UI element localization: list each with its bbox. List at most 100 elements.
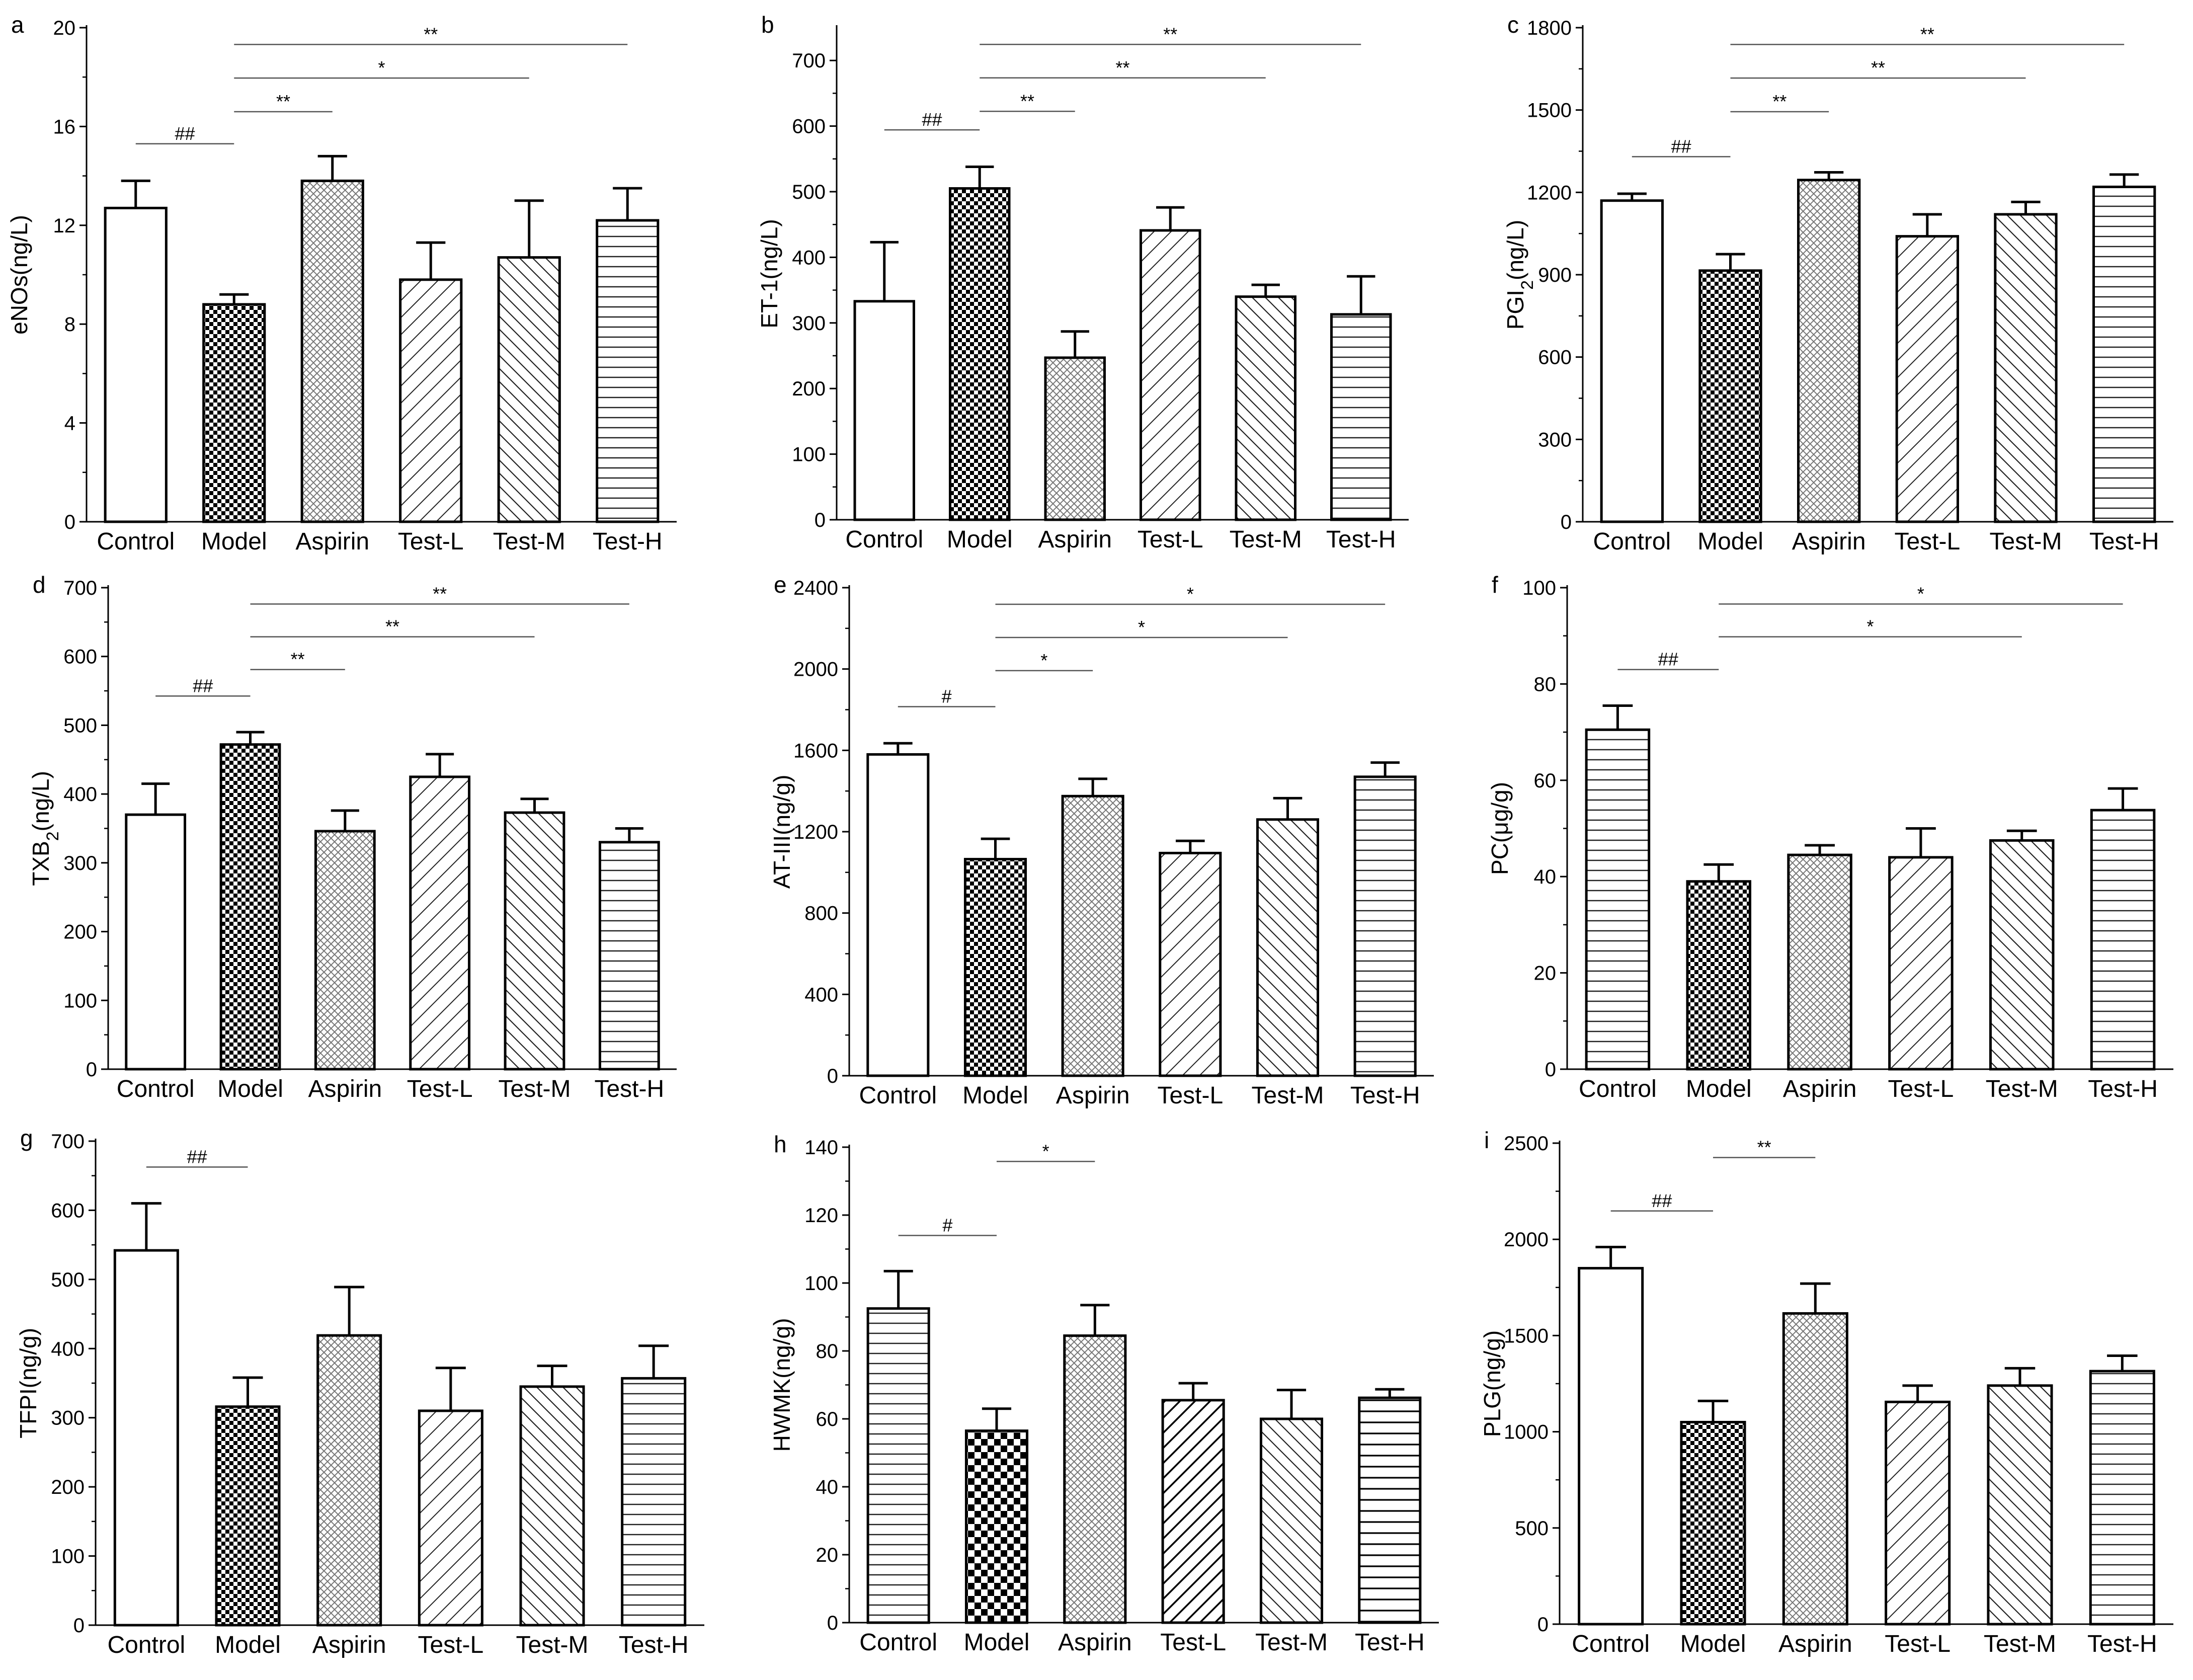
bar-test-m	[1994, 213, 2058, 523]
x-tick-label: Test-H	[2087, 1631, 2157, 1657]
y-tick-label: 80	[816, 1340, 839, 1363]
bar-control	[125, 813, 187, 1071]
x-tick-label: Model	[1686, 1076, 1752, 1102]
y-tick-label: 140	[804, 1137, 838, 1159]
significance-label: ##	[922, 109, 942, 130]
bar-model	[964, 1429, 1029, 1624]
bar-test-m	[504, 811, 565, 1071]
y-tick-label: 400	[63, 783, 97, 806]
y-tick-label: 0	[86, 1059, 97, 1081]
x-tick-label: Control	[1572, 1631, 1650, 1657]
y-tick-label: 2000	[793, 659, 838, 681]
x-tick-label: Control	[1593, 528, 1671, 555]
x-tick-label: Test-M	[499, 1076, 571, 1102]
y-axis-label: AT-III(ng/g)	[769, 775, 795, 889]
bar-aspirin	[1797, 179, 1861, 523]
significance-label: ##	[1652, 1190, 1672, 1211]
x-tick-label: Test-L	[407, 1076, 473, 1102]
y-tick-label: 40	[1534, 866, 1557, 888]
y-tick-label: 0	[1537, 1614, 1549, 1636]
y-tick-label: 60	[1534, 770, 1557, 792]
y-tick-label: 200	[51, 1476, 85, 1498]
x-tick-label: Aspirin	[308, 1076, 382, 1102]
x-tick-label: Control	[859, 1082, 937, 1109]
x-tick-label: Test-M	[1252, 1082, 1324, 1109]
y-tick-label: 0	[1545, 1059, 1556, 1081]
bar-test-l	[1895, 235, 1959, 523]
bar-model	[963, 858, 1027, 1077]
bar-test-l	[1159, 851, 1222, 1077]
significance-label: #	[942, 1215, 952, 1236]
y-axis-label: PC(μg/g)	[1487, 782, 1513, 875]
y-tick-label: 1500	[1504, 1325, 1549, 1347]
y-tick-label: 900	[1538, 264, 1572, 286]
bar-test-m	[519, 1385, 585, 1627]
significance-label: *	[1187, 584, 1194, 604]
y-tick-label: 40	[816, 1476, 839, 1498]
y-tick-label: 1500	[1527, 100, 1572, 122]
chart-panel-c: c 0 300 600 900 1200 1500 1800 PGI2(ng/L) Control…	[1502, 12, 2173, 555]
x-tick-label: Test-M	[1986, 1076, 2058, 1102]
y-tick-label: 600	[51, 1199, 85, 1222]
bar-control	[1600, 199, 1664, 523]
x-tick-label: Aspirin	[1792, 528, 1866, 555]
significance-label: **	[276, 91, 290, 112]
x-tick-label: Test-H	[593, 528, 663, 555]
bar-test-m	[1235, 295, 1296, 521]
bar-model	[949, 187, 1011, 521]
bar-model	[1698, 269, 1762, 523]
x-tick-label: Test-H	[2089, 528, 2159, 555]
bar-aspirin	[314, 830, 376, 1071]
bar-test-h	[1353, 775, 1417, 1077]
significance-label: ##	[1658, 649, 1678, 670]
x-tick-label: Model	[215, 1632, 281, 1658]
panel-letter: b	[761, 12, 774, 38]
y-tick-label: 1600	[793, 740, 838, 762]
x-tick-label: Model	[947, 526, 1013, 553]
bar-test-m	[1259, 1417, 1324, 1624]
bar-model	[1686, 880, 1752, 1071]
bar-control	[853, 300, 915, 521]
chart-panel-g: g 0 100 200 300 400 500 600 700 TFPI(ng/g) Control…	[15, 1125, 704, 1658]
y-tick-label: 400	[804, 984, 838, 1006]
y-tick-label: 100	[63, 990, 97, 1012]
bar-test-l	[409, 775, 471, 1071]
x-tick-label: Model	[964, 1629, 1030, 1656]
bar-test-h	[2090, 809, 2156, 1071]
significance-label: **	[1772, 91, 1786, 112]
y-tick-label: 700	[792, 50, 826, 72]
significance-label: **	[1920, 24, 1934, 44]
y-tick-label: 100	[804, 1272, 838, 1295]
significance-label: **	[385, 616, 399, 637]
chart-panel-b: b 0 100 200 300 400 500 600 700 ET-1(ng/L) Control…	[756, 12, 1409, 553]
y-tick-label: 500	[63, 714, 97, 737]
x-tick-label: Test-H	[1355, 1629, 1425, 1656]
y-tick-label: 500	[51, 1269, 85, 1291]
y-tick-label: 1000	[1504, 1421, 1549, 1444]
bar-control	[104, 206, 168, 523]
x-tick-label: Control	[117, 1076, 195, 1102]
bar-test-h	[2092, 185, 2156, 523]
y-tick-label: 12	[53, 215, 76, 237]
x-tick-label: Aspirin	[1038, 526, 1112, 553]
y-tick-label: 200	[792, 378, 826, 400]
x-tick-label: Control	[107, 1632, 185, 1658]
y-tick-label: 120	[804, 1205, 838, 1227]
x-tick-label: Test-M	[493, 528, 565, 555]
y-tick-label: 0	[1561, 511, 1572, 533]
y-tick-label: 2500	[1504, 1133, 1549, 1155]
chart-panel-e: e 0 400 800 1200 1600 2000 2400 AT-III(ng/g) Cont…	[769, 572, 1434, 1109]
y-tick-label: 20	[816, 1544, 839, 1566]
y-tick-label: 200	[63, 921, 97, 943]
bar-test-l	[1161, 1399, 1225, 1624]
significance-label: *	[1866, 616, 1874, 637]
bar-aspirin	[1063, 1334, 1127, 1624]
y-tick-label: 300	[1538, 429, 1572, 451]
significance-label: *	[378, 57, 385, 78]
x-tick-label: Test-M	[1230, 526, 1302, 553]
bar-test-h	[596, 219, 660, 523]
bar-test-h	[1330, 313, 1392, 521]
chart-panel-d: d 0 100 200 300 400 500 600 700 TXB2(ng/L) Control…	[28, 572, 677, 1102]
bar-test-h	[598, 841, 660, 1071]
